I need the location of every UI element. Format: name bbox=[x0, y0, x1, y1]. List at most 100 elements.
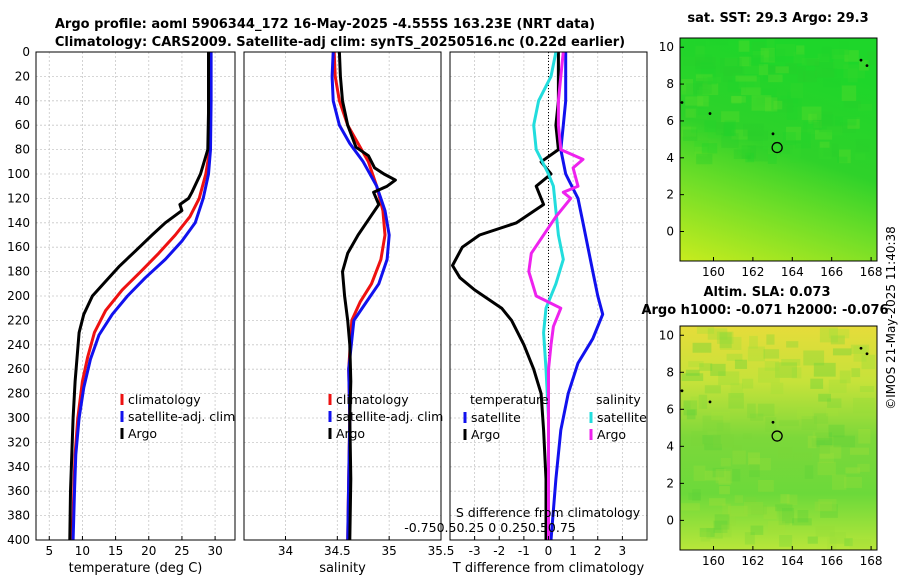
map-texture-cell bbox=[837, 156, 848, 163]
map-texture-cell bbox=[767, 154, 777, 164]
map-texture-cell bbox=[779, 535, 793, 547]
map-y-tick-label: 8 bbox=[666, 365, 674, 379]
map-texture-cell bbox=[718, 371, 740, 386]
title-line-2: Climatology: CARS2009. Satellite-adj cli… bbox=[55, 35, 625, 50]
map-texture-cell bbox=[791, 367, 802, 379]
x-tick-label: 10 bbox=[75, 544, 90, 558]
map-texture-cell bbox=[727, 79, 746, 93]
map-texture-cell bbox=[702, 435, 721, 445]
map-x-tick-label: 160 bbox=[702, 265, 725, 279]
map-texture-cell bbox=[811, 111, 833, 126]
map-texture-cell bbox=[842, 117, 861, 129]
map-texture-cell bbox=[817, 53, 830, 62]
map-texture-cell bbox=[741, 87, 761, 96]
map-texture-cell bbox=[815, 129, 833, 140]
map-texture-cell bbox=[691, 430, 708, 446]
map-texture-cell bbox=[749, 55, 764, 66]
map-texture-cell bbox=[811, 438, 833, 447]
map-texture-cell bbox=[851, 368, 861, 378]
map-texture-cell bbox=[695, 40, 706, 47]
legend-label: satellite bbox=[471, 410, 521, 425]
island-dot bbox=[859, 58, 863, 62]
panel-differences: -3 -2 -1 0 1 2 3 T difference from climatology t… bbox=[404, 51, 648, 576]
y-tick-label: 20 bbox=[15, 69, 30, 83]
map-texture-cell bbox=[697, 107, 707, 116]
map-texture-cell bbox=[700, 531, 711, 542]
map-texture-cell bbox=[866, 51, 876, 66]
map-texture-cell bbox=[731, 95, 742, 104]
map-texture-cell bbox=[707, 77, 717, 85]
map-texture-cell bbox=[826, 126, 843, 136]
map-texture-cell bbox=[716, 331, 734, 344]
map-texture-cell bbox=[814, 413, 829, 424]
map-texture-cell bbox=[819, 445, 842, 459]
map-y-tick-label: 0 bbox=[666, 225, 674, 239]
map-texture-cell bbox=[701, 143, 718, 154]
map-texture-cell bbox=[686, 83, 708, 95]
x-tick-label: 3 bbox=[619, 544, 627, 558]
map-texture-cell bbox=[681, 126, 697, 137]
island-dot bbox=[865, 352, 869, 356]
map-texture-cell bbox=[773, 98, 794, 113]
map-x-tick-label: 164 bbox=[781, 554, 804, 568]
map-texture-cell bbox=[793, 452, 813, 461]
secondary-axis-label: S difference from climatology bbox=[456, 505, 641, 520]
x-tick-label: -3 bbox=[469, 544, 481, 558]
map-texture-cell bbox=[730, 96, 746, 103]
map-texture-cell bbox=[778, 420, 799, 427]
map-texture-cell bbox=[786, 341, 799, 348]
map-texture-cell bbox=[803, 121, 820, 130]
map-texture-cell bbox=[765, 417, 777, 433]
y-tick-label: 160 bbox=[7, 240, 30, 254]
imos-credit: ©IMOS 21-May-2025 11:40:38 bbox=[884, 226, 898, 410]
series-argo bbox=[337, 51, 397, 541]
map-texture-cell bbox=[780, 494, 790, 504]
map-texture-cell bbox=[730, 383, 743, 399]
island-dot bbox=[859, 346, 863, 350]
map-texture-cell bbox=[728, 393, 744, 409]
map-texture-cell bbox=[745, 152, 755, 163]
map-texture-cell bbox=[714, 514, 730, 530]
y-tick-label: 200 bbox=[7, 289, 30, 303]
series-s-satellite bbox=[532, 51, 565, 540]
map-texture-cell bbox=[752, 50, 770, 58]
map-y-tick-label: 8 bbox=[666, 77, 674, 91]
map-texture-cell bbox=[701, 66, 716, 78]
x-tick-label: 1 bbox=[569, 544, 577, 558]
map-texture-cell bbox=[812, 431, 830, 441]
y-tick-label: 60 bbox=[15, 118, 30, 132]
map-texture-cell bbox=[801, 57, 819, 66]
map-axes-sst_map: 160 162 164 166 168 0 2 4 6 8 10 bbox=[659, 37, 883, 279]
map-texture-cell bbox=[795, 132, 811, 149]
map-texture-cell bbox=[785, 63, 798, 75]
y-tick-label: 380 bbox=[7, 509, 30, 523]
map-texture-cell bbox=[737, 146, 751, 156]
y-tick-label: 180 bbox=[7, 265, 30, 279]
map-texture-cell bbox=[827, 537, 837, 550]
legend-label: Argo bbox=[597, 427, 626, 442]
map-texture-cell bbox=[775, 66, 789, 74]
map-texture-cell bbox=[695, 56, 716, 69]
map-texture-cell bbox=[790, 149, 800, 163]
title-line-1: Argo profile: aoml 5906344_172 16-May-20… bbox=[55, 17, 595, 32]
map-texture-cell bbox=[683, 400, 698, 416]
map-texture-cell bbox=[817, 114, 834, 125]
map-texture-cell bbox=[694, 108, 708, 120]
sla-map-subtitle: Argo h1000: -0.071 h2000: -0.076 bbox=[641, 303, 888, 318]
map-texture-cell bbox=[739, 56, 752, 67]
map-texture-cell bbox=[747, 403, 756, 419]
map-texture-cell bbox=[807, 536, 818, 544]
map-texture-cell bbox=[823, 78, 841, 88]
map-x-tick-label: 168 bbox=[860, 554, 883, 568]
map-texture-cell bbox=[742, 433, 752, 440]
map-texture-cell bbox=[767, 65, 779, 80]
legend-label: satellite bbox=[597, 410, 647, 425]
map-texture-cell bbox=[807, 435, 817, 449]
map-texture-cell bbox=[749, 335, 758, 349]
map-texture-cell bbox=[814, 61, 835, 78]
panel-salinity: 34 34.5 35 35.5 salinity climatology satellite… bbox=[243, 51, 454, 576]
map-texture-cell bbox=[743, 123, 764, 137]
map-texture-cell bbox=[766, 334, 775, 345]
map-texture-cell bbox=[786, 494, 798, 506]
